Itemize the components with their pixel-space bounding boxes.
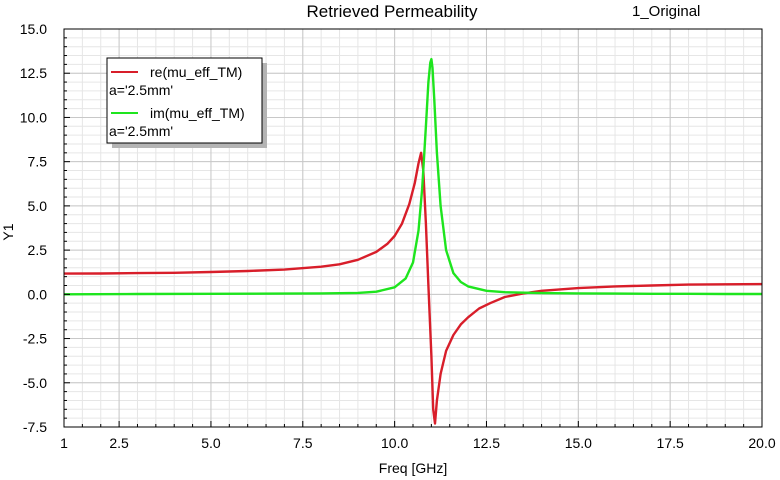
y-tick-label: -7.5 xyxy=(23,419,47,435)
legend-sublabel-re: a='2.5mm' xyxy=(109,82,173,98)
x-tick-label: 20.0 xyxy=(748,435,775,451)
y-tick-label: 12.5 xyxy=(20,65,47,81)
y-tick-label: -5.0 xyxy=(23,375,47,391)
series-layer xyxy=(63,57,763,425)
x-tick-labels: 1 2.5 5.0 7.5 10.0 12.5 15.0 17.5 20.0 xyxy=(60,435,776,451)
legend-label-im: im(mu_eff_TM) xyxy=(150,105,245,121)
y-tick-label: 0.0 xyxy=(28,286,48,302)
legend[interactable]: re(mu_eff_TM) a='2.5mm' im(mu_eff_TM) a=… xyxy=(106,57,267,148)
x-tick-label: 17.5 xyxy=(657,435,684,451)
y-tick-label: 15.0 xyxy=(20,21,47,37)
x-tick-label: 12.5 xyxy=(473,435,500,451)
y-tick-labels: -7.5 -5.0 -2.5 0.0 2.5 5.0 7.5 10.0 12.5 15.0 xyxy=(20,21,47,435)
y-tick-label: 5.0 xyxy=(28,198,48,214)
y-axis-label: Y1 xyxy=(0,223,16,240)
chart-title: Retrieved Permeability xyxy=(306,2,478,21)
y-tick-label: 10.0 xyxy=(20,109,47,125)
project-label: 1_Original xyxy=(632,3,700,20)
series-line-im-mu-eff-tm xyxy=(63,57,762,296)
legend-label-re: re(mu_eff_TM) xyxy=(150,64,242,80)
axis-ticks xyxy=(63,28,763,428)
x-tick-label: 5.0 xyxy=(201,435,221,451)
x-axis-label: Freq [GHz] xyxy=(379,460,447,476)
y-tick-label: -2.5 xyxy=(23,331,47,347)
x-tick-label: 15.0 xyxy=(565,435,592,451)
y-tick-label: 7.5 xyxy=(28,154,48,170)
legend-sublabel-im: a='2.5mm' xyxy=(109,123,173,139)
x-tick-label: 2.5 xyxy=(109,435,129,451)
x-tick-label: 1 xyxy=(60,435,68,451)
x-tick-label: 10.0 xyxy=(381,435,408,451)
x-tick-label: 7.5 xyxy=(293,435,313,451)
y-tick-label: 2.5 xyxy=(28,242,48,258)
